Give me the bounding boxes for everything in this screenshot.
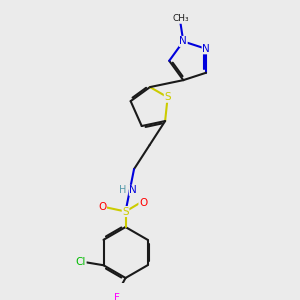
Text: S: S [122, 206, 129, 217]
Text: H: H [119, 185, 126, 195]
Text: F: F [114, 293, 120, 300]
Text: N: N [129, 185, 137, 195]
Text: S: S [164, 92, 171, 102]
Text: N: N [202, 44, 210, 54]
Text: O: O [98, 202, 106, 212]
Text: CH₃: CH₃ [172, 14, 189, 23]
Text: N: N [179, 36, 187, 46]
Text: Cl: Cl [76, 257, 86, 267]
Text: O: O [139, 198, 147, 208]
